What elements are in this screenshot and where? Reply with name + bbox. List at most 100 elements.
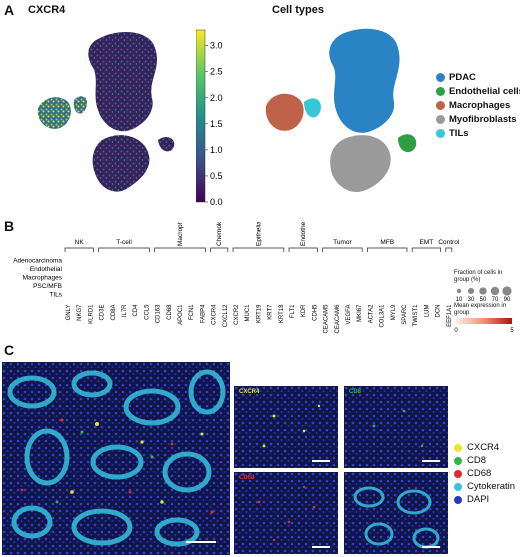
- colorbar-tick-label: 3.0: [210, 41, 223, 51]
- channel-label-cd68: CD68: [239, 475, 255, 481]
- umap-myofibroblast-cluster: [330, 135, 391, 193]
- group-bracket: [154, 247, 206, 252]
- cell-types-umap-title: Cell types: [272, 4, 324, 16]
- color-legend-tick-min: 0: [454, 328, 458, 334]
- group-bracket: [232, 247, 285, 252]
- gene-label: IL7R: [122, 304, 128, 317]
- gene-label: CD68: [167, 304, 173, 320]
- umap-pdac-cluster: [88, 32, 157, 132]
- gene-dotplot: NK T-cell Macrophages Chemokines Epithelial E…: [13, 222, 460, 334]
- colorbar-tick-label: 1.0: [210, 145, 223, 155]
- channel-label-cxcr4: CXCR4: [239, 389, 260, 395]
- group-label: T-cell: [116, 239, 132, 246]
- cxcr4-umap-title: CXCR4: [28, 4, 66, 16]
- if-panel-cytokeratin: [344, 472, 448, 554]
- scale-bar: [422, 460, 440, 462]
- gene-label: NKG7: [77, 304, 83, 321]
- gene-label: GNLY: [66, 305, 72, 321]
- gene-label: CD4: [133, 304, 139, 317]
- gene-label: KRT7: [268, 304, 274, 320]
- scale-bar: [312, 460, 330, 462]
- gene-label: FCN1: [189, 304, 195, 320]
- color-legend-title: Mean expression in group: [454, 303, 507, 316]
- legend-label: Myofibroblasts: [449, 114, 517, 125]
- gene-label: CDH5: [312, 304, 318, 321]
- size-legend-title: Fraction of cells in group (%): [454, 270, 503, 283]
- gene-label: CEACAM5: [324, 304, 330, 334]
- legend-item-myofibroblasts: Myofibroblasts: [436, 114, 517, 125]
- channel-label-cd8: CD8: [349, 389, 362, 395]
- size-legend-label: 70: [492, 297, 499, 302]
- group-bracket: [445, 247, 453, 252]
- group-label: MFB: [380, 239, 394, 246]
- scale-bar: [186, 541, 216, 543]
- legend-swatch: [436, 101, 445, 110]
- colorbar-tick-label: 1.5: [210, 119, 223, 129]
- gene-label: DCN: [436, 305, 442, 318]
- merged-if-texture: [2, 362, 230, 555]
- cell-types-legend: PDAC Endothelial cells Macrophages Myofi…: [436, 72, 520, 162]
- group-label: Chemokines: [216, 222, 223, 246]
- gene-label: VEGFA: [346, 305, 352, 325]
- color-legend-tick-max: 5: [510, 328, 514, 334]
- dotplot-size-legend: Fraction of cells in group (%) 10 30 50 70 9…: [454, 270, 518, 335]
- size-legend-dot: [502, 286, 512, 296]
- legend-swatch: [454, 469, 462, 478]
- size-legend-dots: 10 30 50 70 90: [456, 286, 512, 302]
- size-legend-dot: [490, 286, 500, 296]
- size-legend-label: 90: [504, 297, 511, 302]
- cxcr4-colorbar: 3.0 2.5 2.0 1.5 1.0 0.5 0.0: [196, 29, 223, 207]
- legend-label: TILs: [449, 128, 469, 139]
- gene-label: MYL9: [391, 304, 397, 320]
- if-legend-dapi: DAPI: [454, 494, 489, 505]
- gene-label: KRT18: [279, 304, 285, 323]
- legend-item-tils: TILs: [436, 128, 469, 139]
- umap-endothelial-cluster: [158, 137, 175, 152]
- if-legend-cytokeratin: Cytokeratin: [454, 481, 515, 492]
- legend-swatch: [436, 87, 445, 96]
- colorbar-tick-label: 0.0: [210, 197, 223, 207]
- umap-macrophage-cluster: [37, 97, 71, 129]
- gene-label: TWIST1: [413, 304, 419, 327]
- row-label: PSC/MFB: [33, 283, 62, 290]
- gene-label: APOC1: [178, 304, 184, 325]
- umap-pdac-cluster: [329, 28, 400, 133]
- gene-label: CCL5: [144, 304, 150, 320]
- group-bracket: [322, 247, 363, 252]
- legend-label: CD8: [467, 455, 487, 466]
- row-label: TILs: [49, 292, 62, 299]
- if-legend-cd68: CD68: [454, 468, 491, 479]
- gene-label: CD163: [156, 304, 162, 323]
- group-label: Endothelial: [300, 222, 307, 246]
- legend-swatch: [436, 115, 445, 124]
- group-label: Epithelial: [255, 222, 262, 246]
- scale-bar: [312, 546, 330, 548]
- gene-label: ACTA2: [368, 304, 374, 324]
- gene-label: CXCL12: [223, 304, 229, 327]
- size-legend-label: 10: [456, 297, 463, 302]
- colorbar-tick-label: 2.0: [210, 93, 223, 103]
- cxcr4-umap-plot: [37, 32, 175, 192]
- legend-swatch: [454, 456, 462, 465]
- if-panel-cd8: CD8: [344, 386, 448, 468]
- colorbar-tick-label: 0.5: [210, 171, 223, 181]
- size-legend-dot: [456, 288, 462, 294]
- gene-label: MKI67: [357, 304, 363, 322]
- group-label: EMT: [420, 239, 434, 246]
- gene-label: FABP4: [200, 304, 206, 323]
- if-panel-cxcr4: CXCR4: [234, 386, 338, 468]
- scale-bar: [422, 546, 440, 548]
- group-label: Control: [438, 239, 460, 246]
- size-legend-label: 50: [480, 297, 487, 302]
- umap-macrophage-cluster: [265, 93, 304, 131]
- legend-item-macrophages: Macrophages: [436, 100, 510, 111]
- gene-label: KLRD1: [88, 304, 94, 324]
- if-panel-texture: [234, 386, 338, 468]
- color-legend-bar: 0 5: [454, 318, 514, 334]
- legend-label: Macrophages: [449, 100, 511, 111]
- gene-label: FLT1: [290, 304, 296, 318]
- colorbar-tick-label: 2.5: [210, 67, 223, 77]
- group-label: NK: [75, 239, 85, 246]
- gene-label: CXCR2: [234, 304, 240, 325]
- size-legend-dot: [479, 287, 487, 295]
